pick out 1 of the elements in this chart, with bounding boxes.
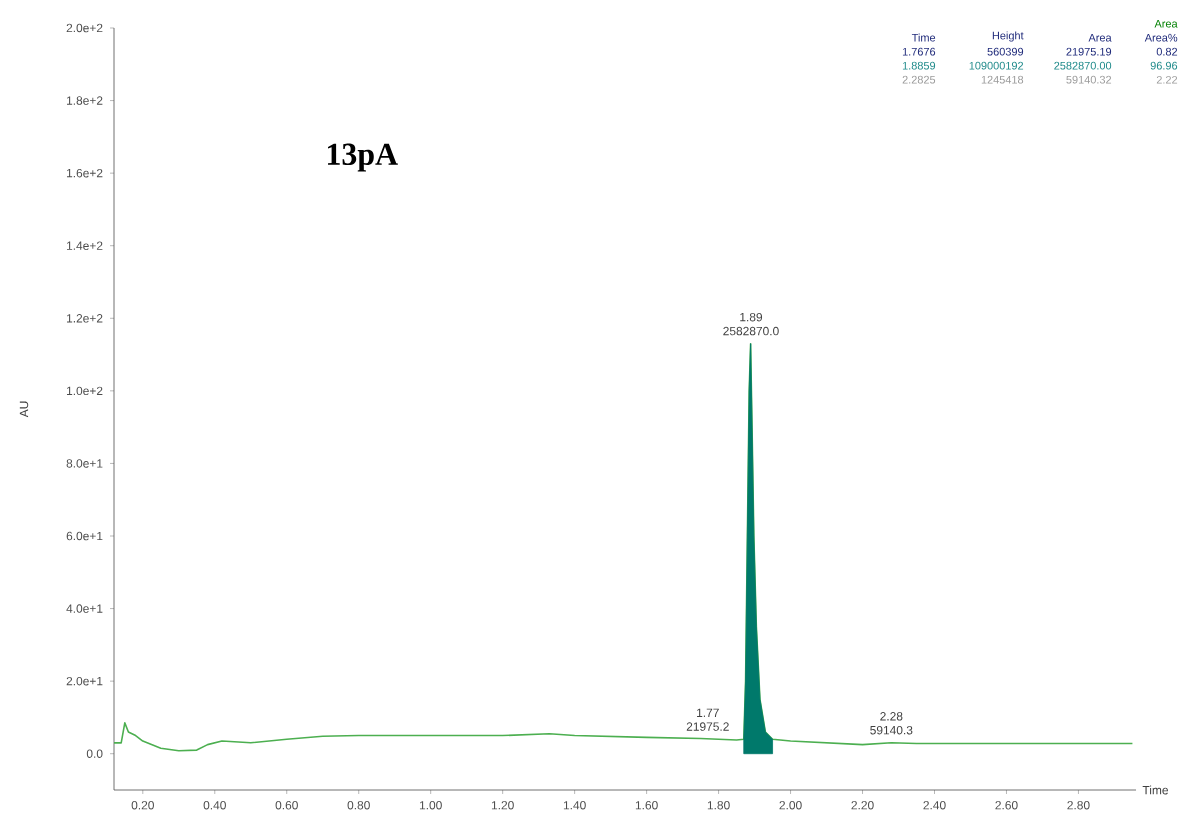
text: 13pA xyxy=(328,143,398,172)
